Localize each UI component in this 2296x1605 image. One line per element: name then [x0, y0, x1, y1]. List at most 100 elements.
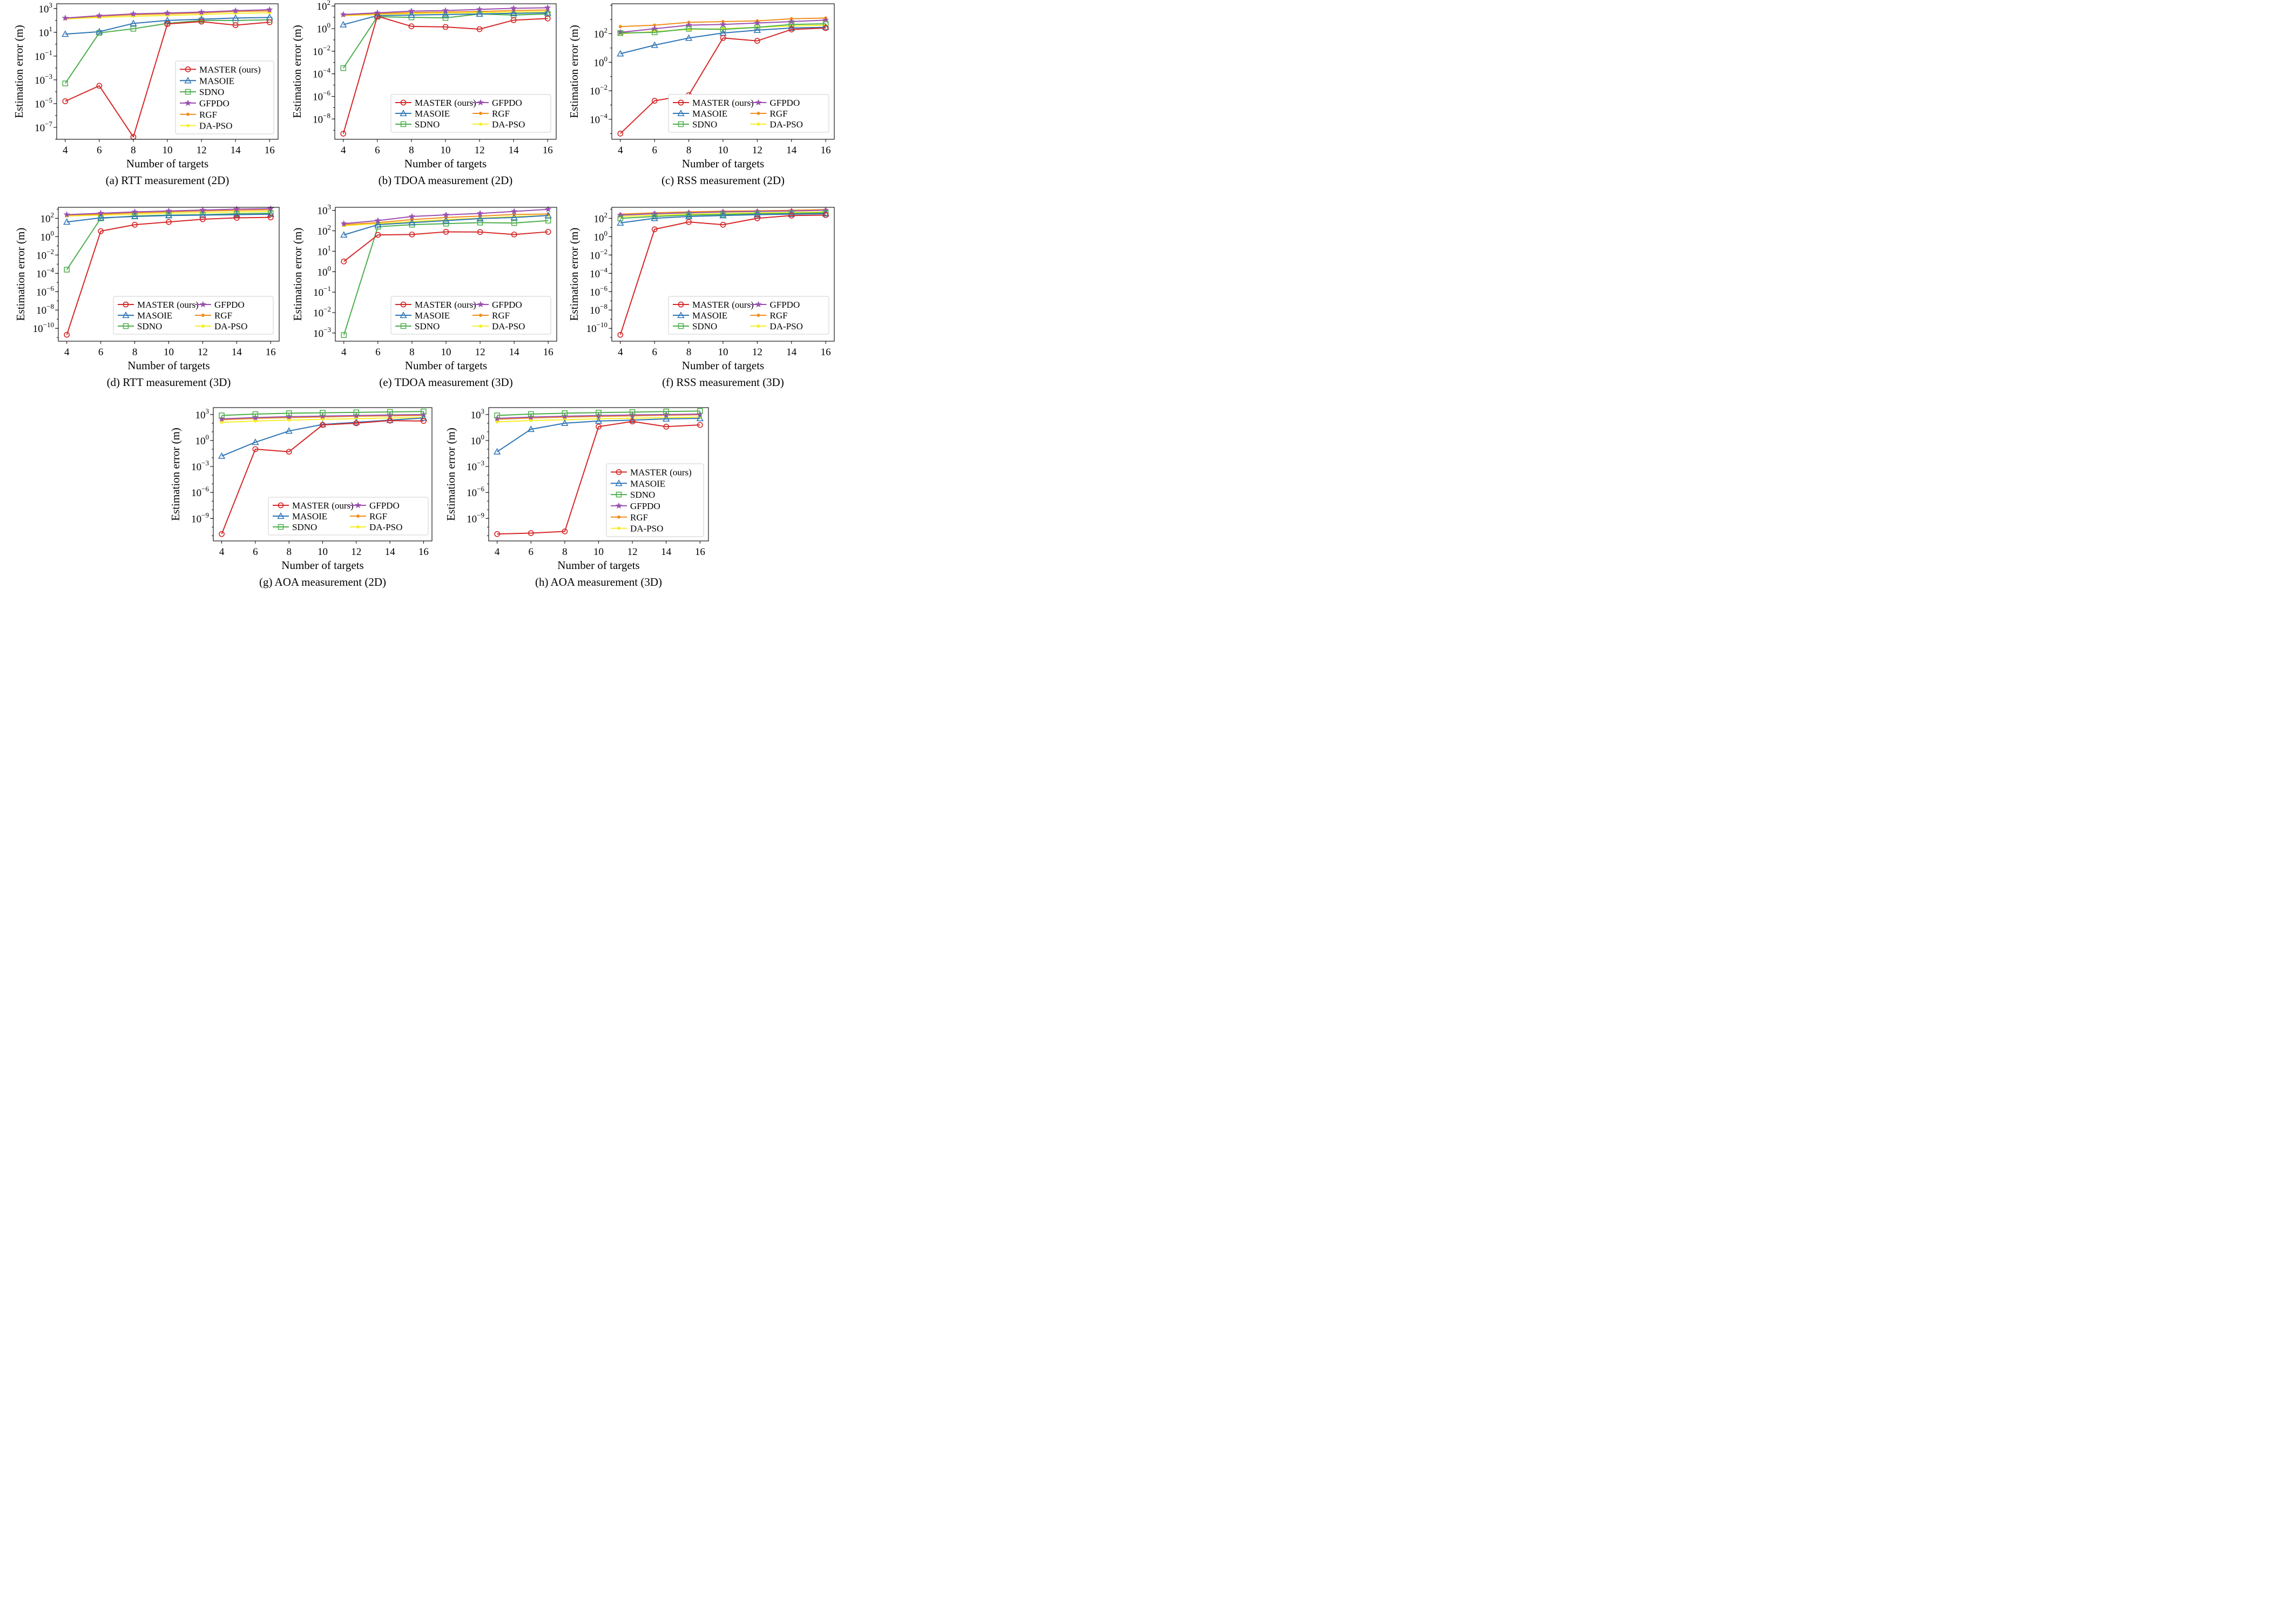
chart-panel-h: 4 6 8 10 12 14 16 10−9 10−6 10−3 100 103 Number of t… [444, 407, 709, 588]
legend-entry-da-pso: DA-PSO [472, 119, 525, 130]
data-point [685, 34, 693, 41]
data-point [651, 29, 658, 36]
legend-label: MASTER (ours) [692, 98, 754, 108]
data-point [233, 205, 240, 212]
x-tick-label: 16 [418, 546, 429, 558]
legend-label: MASOIE [630, 478, 665, 489]
data-point [511, 208, 518, 214]
y-tick-label: 10−1 [35, 49, 52, 63]
series-group [218, 408, 428, 537]
data-point [544, 212, 552, 219]
legend-swatch-marker [400, 110, 407, 117]
legend-swatch-marker [199, 301, 207, 308]
data-point [476, 209, 484, 216]
legend-entry-master-ours: MASTER (ours) [611, 467, 692, 477]
legend-entry-sdno: SDNO [611, 490, 655, 500]
legend-entry-gfpdo: GFPDO [611, 501, 660, 511]
data-point [232, 22, 239, 29]
x-tick-label: 14 [786, 145, 797, 156]
x-tick-label: 8 [686, 347, 692, 358]
legend-swatch-marker [478, 313, 483, 317]
data-point [200, 216, 206, 222]
legend-entry-da-pso: DA-PSO [750, 321, 803, 331]
legend-swatch-marker [757, 111, 760, 116]
legend-swatch-marker [400, 121, 407, 127]
legend-swatch-marker [123, 323, 129, 329]
legend-entry-gfpdo: GFPDO [472, 98, 522, 108]
legend-label: MASOIE [137, 310, 172, 321]
series-sdno [219, 408, 427, 418]
data-point [233, 211, 241, 218]
legend-swatch-marker [677, 311, 685, 319]
y-tick-label: 10−8 [590, 302, 607, 316]
legend-label: RGF [770, 109, 788, 119]
legend-label: MASTER (ours) [415, 300, 476, 310]
series-line [66, 213, 271, 223]
legend-box [390, 94, 551, 133]
y-axis-label: Estimation error (m) [12, 25, 25, 118]
data-point [527, 425, 535, 432]
data-point [443, 229, 449, 235]
y-tick-label: 10−8 [313, 111, 330, 125]
data-point [719, 212, 727, 219]
legend-label: MASOIE [692, 310, 727, 321]
legend-swatch-marker [478, 111, 483, 116]
series-line [620, 213, 826, 224]
legend-entry-sdno: SDNO [273, 522, 317, 532]
x-axis-label: Number of targets [281, 559, 363, 572]
series-line [620, 26, 826, 55]
legend-entry-da-pso: DA-PSO [750, 119, 803, 130]
x-axis-label: Number of targets [404, 157, 487, 170]
data-point [476, 26, 483, 32]
legend-swatch-marker [616, 469, 622, 475]
legend-swatch-marker [184, 77, 192, 84]
series-line [66, 216, 271, 335]
data-point [286, 410, 292, 416]
y-tick-label: 100 [318, 264, 332, 278]
y-axis-label: Estimation error (m) [568, 228, 580, 321]
legend-entry-rgf: RGF [472, 310, 510, 321]
legend-swatch-marker [186, 124, 190, 127]
legend-swatch-marker [185, 89, 191, 95]
y-tick-label: 10−6 [36, 284, 54, 298]
data-point [617, 331, 624, 338]
x-tick-label: 16 [543, 145, 553, 156]
legend-swatch-marker [678, 99, 684, 106]
legend-entry-rgf: RGF [611, 512, 648, 523]
x-tick-label: 4 [341, 145, 346, 156]
data-point [822, 23, 829, 30]
legend-label: GFPDO [492, 300, 522, 310]
data-point [421, 408, 427, 415]
legend-label: RGF [630, 512, 648, 523]
legend-label: MASOIE [199, 76, 234, 86]
series-master-ours [340, 13, 551, 137]
legend-label: GFPDO [199, 98, 229, 109]
legend-entry-masoie: MASOIE [673, 109, 727, 119]
data-point [408, 213, 416, 220]
y-tick-label: 10−3 [467, 459, 484, 473]
data-point [340, 21, 347, 28]
legend-swatch-marker [617, 526, 621, 530]
series-line [221, 417, 424, 457]
y-tick-label: 10−10 [586, 321, 607, 335]
legend-swatch-marker [356, 525, 360, 529]
legend-swatch-marker [617, 515, 621, 519]
data-point [494, 412, 500, 418]
data-point [476, 10, 483, 17]
y-tick-label: 10−2 [36, 247, 54, 261]
legend-entry-masoie: MASOIE [180, 76, 234, 86]
data-point [686, 219, 692, 225]
chart-panel-a: 4 6 8 10 12 14 16 10−7 10−5 10−3 10−1 101 103 Number … [12, 1, 279, 187]
data-point [686, 212, 692, 218]
chart-panel-g: 4 6 8 10 12 14 16 10−9 10−6 10−3 100 103 Number of t… [169, 407, 433, 588]
y-axis: 10−4 10−2 100 102 [590, 5, 612, 134]
legend-label: MASTER (ours) [137, 300, 199, 310]
data-point [267, 214, 274, 221]
x-tick-label: 16 [543, 347, 553, 358]
series-group [493, 408, 704, 537]
data-point [319, 421, 327, 428]
data-point [595, 417, 603, 424]
x-tick-label: 8 [562, 546, 568, 558]
y-tick-label: 10−4 [590, 266, 607, 280]
